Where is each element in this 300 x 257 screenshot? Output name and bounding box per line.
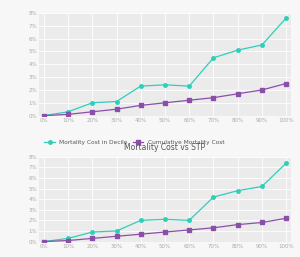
Mortality Cost in Decile [163,83,167,86]
Mortality Cost in Decile [188,85,191,88]
Cumulative Mortality Cost [284,82,288,85]
Cumulative Mortality Cost [163,101,167,104]
Mortality Cost in Decile [42,114,46,117]
Mortality Cost in Decile [284,162,288,165]
Cumulative Mortality Cost [139,233,142,236]
Cumulative Mortality Cost [163,231,167,234]
Cumulative Mortality Cost [188,228,191,232]
Cumulative Mortality Cost [115,235,118,238]
Line: Mortality Cost in Decile: Mortality Cost in Decile [42,161,288,243]
Cumulative Mortality Cost [284,217,288,220]
Mortality Cost in Decile [139,85,142,88]
Line: Cumulative Mortality Cost: Cumulative Mortality Cost [42,82,288,117]
Cumulative Mortality Cost [42,114,46,117]
Line: Cumulative Mortality Cost: Cumulative Mortality Cost [42,217,288,243]
Cumulative Mortality Cost [139,104,142,107]
Cumulative Mortality Cost [66,239,70,242]
Legend: Mortality Cost in Decile, Cumulative Mortality Cost: Mortality Cost in Decile, Cumulative Mor… [42,137,227,147]
Mortality Cost in Decile [42,240,46,243]
Cumulative Mortality Cost [212,226,215,229]
Cumulative Mortality Cost [260,221,264,224]
Mortality Cost in Decile [163,218,167,221]
Cumulative Mortality Cost [236,92,239,95]
Mortality Cost in Decile [66,110,70,113]
Cumulative Mortality Cost [188,99,191,102]
Cumulative Mortality Cost [91,110,94,113]
Cumulative Mortality Cost [212,96,215,99]
Mortality Cost in Decile [115,100,118,103]
Mortality Cost in Decile [139,219,142,222]
Title: Mortality Cost vs STP: Mortality Cost vs STP [124,143,206,152]
Mortality Cost in Decile [212,196,215,199]
Line: Mortality Cost in Decile: Mortality Cost in Decile [42,16,288,117]
Cumulative Mortality Cost [66,113,70,116]
Mortality Cost in Decile [212,56,215,59]
Mortality Cost in Decile [91,231,94,234]
Cumulative Mortality Cost [42,240,46,243]
Cumulative Mortality Cost [260,88,264,91]
Mortality Cost in Decile [188,219,191,222]
Mortality Cost in Decile [236,49,239,52]
Mortality Cost in Decile [115,230,118,233]
Cumulative Mortality Cost [115,108,118,111]
Mortality Cost in Decile [260,185,264,188]
Mortality Cost in Decile [260,43,264,47]
Cumulative Mortality Cost [91,237,94,240]
Mortality Cost in Decile [284,16,288,20]
Mortality Cost in Decile [66,237,70,240]
Mortality Cost in Decile [236,189,239,192]
Mortality Cost in Decile [91,101,94,104]
Cumulative Mortality Cost [236,223,239,226]
